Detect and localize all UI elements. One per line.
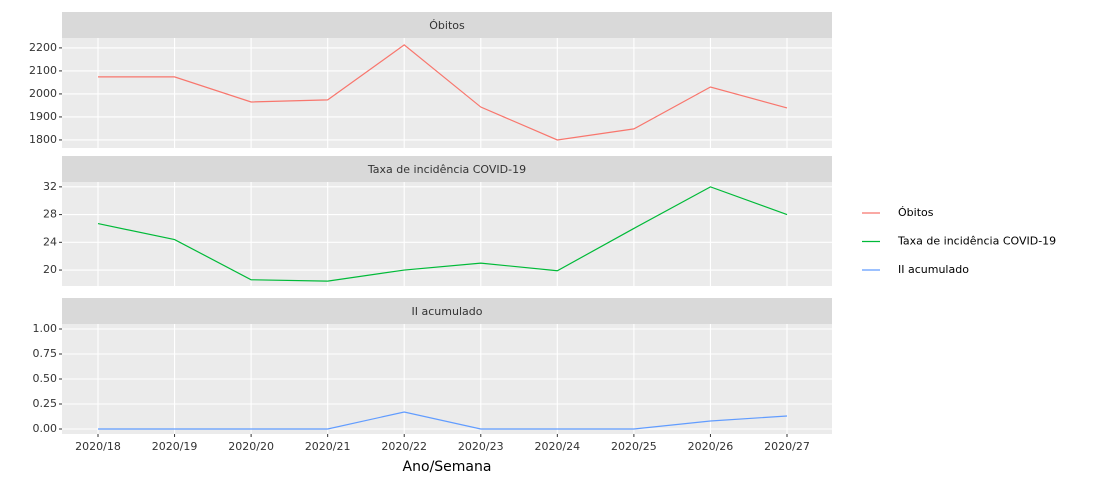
strip bbox=[62, 12, 832, 38]
x-tick-label: 2020/27 bbox=[764, 440, 810, 453]
x-tick-label: 2020/23 bbox=[458, 440, 504, 453]
x-tick-label: 2020/18 bbox=[75, 440, 121, 453]
x-tick-label: 2020/22 bbox=[381, 440, 427, 453]
legend-label: Óbitos bbox=[898, 206, 934, 219]
y-tick-label: 0.75 bbox=[33, 347, 58, 360]
line bbox=[97, 186, 788, 282]
y-tick-label: 1900 bbox=[29, 110, 57, 123]
strip bbox=[62, 298, 832, 324]
panel bbox=[62, 182, 832, 286]
y-tick-label: 24 bbox=[43, 235, 57, 248]
y-tick-label: 0.50 bbox=[33, 372, 58, 385]
x-tick-label: 2020/26 bbox=[688, 440, 734, 453]
y-tick-label: 32 bbox=[43, 180, 57, 193]
legend-label: II acumulado bbox=[898, 263, 969, 276]
x-axis-title: Ano/Semana bbox=[403, 459, 492, 475]
y-tick-label: 2000 bbox=[29, 87, 57, 100]
line bbox=[98, 411, 788, 430]
x-tick-label: 2020/19 bbox=[152, 440, 198, 453]
y-tick-label: 28 bbox=[43, 208, 57, 221]
strip-label: II acumulado bbox=[412, 305, 483, 318]
y-tick-label: 20 bbox=[43, 263, 57, 276]
x-tick-label: 2020/21 bbox=[305, 440, 351, 453]
y-tick-label: 0.25 bbox=[33, 397, 58, 410]
panel bbox=[62, 38, 832, 148]
y-tick-label: 1800 bbox=[29, 133, 57, 146]
x-tick-label: 2020/24 bbox=[534, 440, 580, 453]
x-tick-label: 2020/20 bbox=[228, 440, 274, 453]
y-tick-label: 2200 bbox=[29, 41, 57, 54]
y-tick-label: 2100 bbox=[29, 64, 57, 77]
strip-label: Taxa de incidência COVID-19 bbox=[367, 163, 526, 176]
legend-label: Taxa de incidência COVID-19 bbox=[897, 235, 1056, 248]
x-tick-label: 2020/25 bbox=[611, 440, 657, 453]
y-tick-label: 0.00 bbox=[33, 422, 58, 435]
y-tick-label: 1.00 bbox=[33, 322, 58, 335]
line bbox=[98, 44, 788, 141]
strip-label: Óbitos bbox=[429, 19, 465, 32]
strip bbox=[62, 156, 832, 182]
